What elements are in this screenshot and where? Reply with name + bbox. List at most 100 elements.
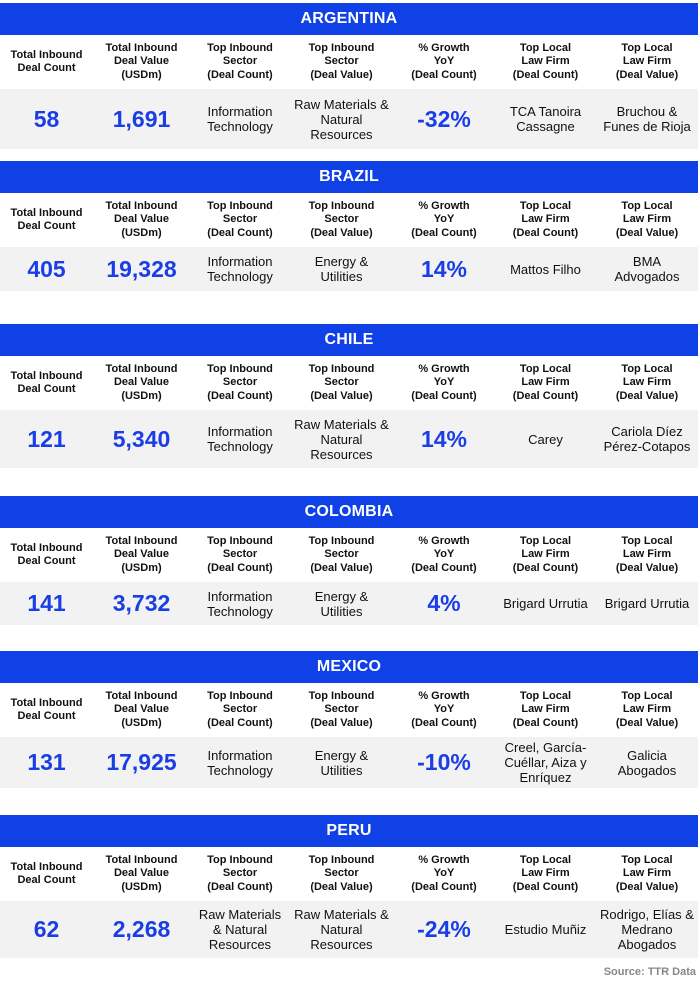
- cell-firm-count: Estudio Muñiz: [504, 922, 587, 937]
- cell-firm-count: Brigard Urrutia: [503, 596, 588, 611]
- section-chile: CHILE Total Inbound Deal Count Total Inboun…: [0, 324, 698, 468]
- country-title: ARGENTINA: [0, 3, 698, 35]
- header-row: Total Inbound Deal Count Total Inbound Deal…: [0, 683, 698, 737]
- header-sector-count: Top Inbound Sector (Deal Count): [207, 689, 273, 729]
- cell-sector-value: Energy & Utilities: [314, 588, 369, 619]
- header-sector-value: Top Inbound Sector (Deal Value): [308, 199, 375, 239]
- cell-deal-value: 1,691: [112, 105, 171, 132]
- header-growth: % Growth YoY (Deal Count): [411, 853, 477, 893]
- cell-deal-value: 3,732: [112, 590, 171, 616]
- section-colombia: COLOMBIA Total Inbound Deal Count Total Inb…: [0, 496, 698, 625]
- cell-sector-count: Information Technology: [207, 588, 273, 619]
- data-row: 121 5,340 Information Technology Raw Materi…: [0, 410, 698, 468]
- header-firm-count: Top Local Law Firm (Deal Count): [512, 199, 579, 239]
- cell-sector-value: Energy & Utilities: [314, 254, 369, 284]
- header-deal-value: Total Inbound Deal Value (USDm): [105, 853, 178, 893]
- cell-growth: -10%: [417, 749, 471, 775]
- cell-sector-value: Raw Materials & Natural Resources: [294, 416, 389, 462]
- header-row: Total Inbound Deal Count Total Inbound Deal…: [0, 193, 698, 247]
- country-title: PERU: [0, 815, 698, 847]
- section-argentina: ARGENTINA Total Inbound Deal Count Total In…: [0, 3, 698, 149]
- cell-deal-count: 121: [27, 425, 66, 452]
- header-firm-count: Top Local Law Firm (Deal Count): [512, 41, 579, 81]
- cell-deal-count: 58: [33, 105, 60, 132]
- data-row: 141 3,732 Information Technology Energy & U…: [0, 582, 698, 625]
- cell-growth: -32%: [417, 105, 471, 132]
- cell-firm-value: Galicia Abogados: [617, 747, 677, 778]
- cell-firm-value: Brigard Urrutia: [604, 596, 690, 611]
- cell-growth: 4%: [427, 590, 461, 616]
- country-title: BRAZIL: [0, 161, 698, 193]
- header-sector-count: Top Inbound Sector (Deal Count): [207, 199, 273, 239]
- header-deal-count: Total Inbound Deal Count: [10, 369, 83, 396]
- header-firm-count: Top Local Law Firm (Deal Count): [512, 689, 579, 729]
- data-row: 58 1,691 Information Technology Raw Materia…: [0, 89, 698, 149]
- cell-sector-count: Information Technology: [207, 424, 273, 454]
- header-sector-value: Top Inbound Sector (Deal Value): [308, 853, 375, 893]
- data-row: 131 17,925 Information Technology Energy & …: [0, 737, 698, 788]
- header-firm-value: Top Local Law Firm (Deal Value): [615, 853, 679, 893]
- cell-deal-value: 5,340: [112, 425, 171, 452]
- header-deal-count: Total Inbound Deal Count: [10, 206, 83, 233]
- cell-growth: -24%: [417, 916, 471, 942]
- cell-firm-count: Carey: [528, 431, 563, 447]
- header-deal-value: Total Inbound Deal Value (USDm): [105, 689, 178, 729]
- header-sector-value: Top Inbound Sector (Deal Value): [308, 689, 375, 729]
- header-growth: % Growth YoY (Deal Count): [411, 41, 477, 81]
- header-row: Total Inbound Deal Count Total Inbound Deal…: [0, 847, 698, 901]
- cell-sector-value: Energy & Utilities: [314, 747, 369, 778]
- cell-deal-value: 19,328: [106, 255, 177, 282]
- header-sector-value: Top Inbound Sector (Deal Value): [308, 41, 375, 81]
- header-firm-value: Top Local Law Firm (Deal Value): [615, 689, 679, 729]
- header-growth: % Growth YoY (Deal Count): [411, 689, 477, 729]
- cell-firm-value: Bruchou & Funes de Rioja: [603, 104, 691, 134]
- cell-firm-count: Mattos Filho: [510, 261, 581, 277]
- header-firm-value: Top Local Law Firm (Deal Value): [615, 534, 679, 574]
- cell-firm-count: Creel, García-Cuéllar, Aiza y Enríquez: [504, 740, 587, 785]
- header-row: Total Inbound Deal Count Total Inbound Deal…: [0, 356, 698, 410]
- header-firm-value: Top Local Law Firm (Deal Value): [615, 199, 679, 239]
- header-firm-count: Top Local Law Firm (Deal Count): [512, 362, 579, 402]
- data-row: 62 2,268 Raw Materials & Natural Resources…: [0, 901, 698, 958]
- section-peru: PERU Total Inbound Deal Count Total Inbound…: [0, 815, 698, 958]
- header-growth: % Growth YoY (Deal Count): [411, 199, 477, 239]
- cell-sector-value: Raw Materials & Natural Resources: [294, 907, 389, 952]
- header-sector-count: Top Inbound Sector (Deal Count): [207, 362, 273, 402]
- header-growth: % Growth YoY (Deal Count): [411, 362, 477, 402]
- header-firm-value: Top Local Law Firm (Deal Value): [615, 362, 679, 402]
- cell-firm-value: Cariola Díez Pérez-Cotapos: [603, 424, 691, 454]
- cell-sector-count: Raw Materials & Natural Resources: [198, 907, 282, 952]
- header-growth: % Growth YoY (Deal Count): [411, 534, 477, 574]
- source-note: Source: TTR Data: [603, 966, 696, 978]
- header-row: Total Inbound Deal Count Total Inbound Deal…: [0, 35, 698, 89]
- header-firm-count: Top Local Law Firm (Deal Count): [512, 534, 579, 574]
- header-deal-value: Total Inbound Deal Value (USDm): [105, 362, 178, 402]
- cell-deal-count: 141: [27, 590, 66, 616]
- cell-deal-count: 62: [33, 916, 60, 942]
- section-brazil: BRAZIL Total Inbound Deal Count Total Inbou…: [0, 161, 698, 291]
- header-sector-value: Top Inbound Sector (Deal Value): [308, 534, 375, 574]
- header-sector-count: Top Inbound Sector (Deal Count): [207, 41, 273, 81]
- header-deal-value: Total Inbound Deal Value (USDm): [105, 199, 178, 239]
- cell-deal-count: 131: [27, 749, 66, 775]
- header-deal-value: Total Inbound Deal Value (USDm): [105, 534, 178, 574]
- section-mexico: MEXICO Total Inbound Deal Count Total Inbou…: [0, 651, 698, 788]
- cell-sector-count: Information Technology: [207, 104, 273, 134]
- cell-growth: 14%: [420, 255, 468, 282]
- cell-sector-count: Information Technology: [207, 254, 273, 284]
- cell-growth: 14%: [420, 425, 468, 452]
- cell-deal-value: 17,925: [106, 749, 177, 775]
- header-deal-count: Total Inbound Deal Count: [10, 696, 83, 723]
- cell-firm-count: TCA Tanoira Cassagne: [509, 104, 582, 134]
- header-firm-count: Top Local Law Firm (Deal Count): [512, 853, 579, 893]
- cell-sector-count: Information Technology: [207, 747, 273, 778]
- header-deal-count: Total Inbound Deal Count: [10, 48, 83, 75]
- header-deal-value: Total Inbound Deal Value (USDm): [105, 41, 178, 81]
- cell-deal-count: 405: [27, 255, 66, 282]
- header-deal-count: Total Inbound Deal Count: [10, 541, 83, 568]
- cell-deal-value: 2,268: [112, 916, 171, 942]
- country-title: MEXICO: [0, 651, 698, 683]
- header-sector-value: Top Inbound Sector (Deal Value): [308, 362, 375, 402]
- data-row: 405 19,328 Information Technology Energy & …: [0, 247, 698, 291]
- header-sector-count: Top Inbound Sector (Deal Count): [207, 853, 273, 893]
